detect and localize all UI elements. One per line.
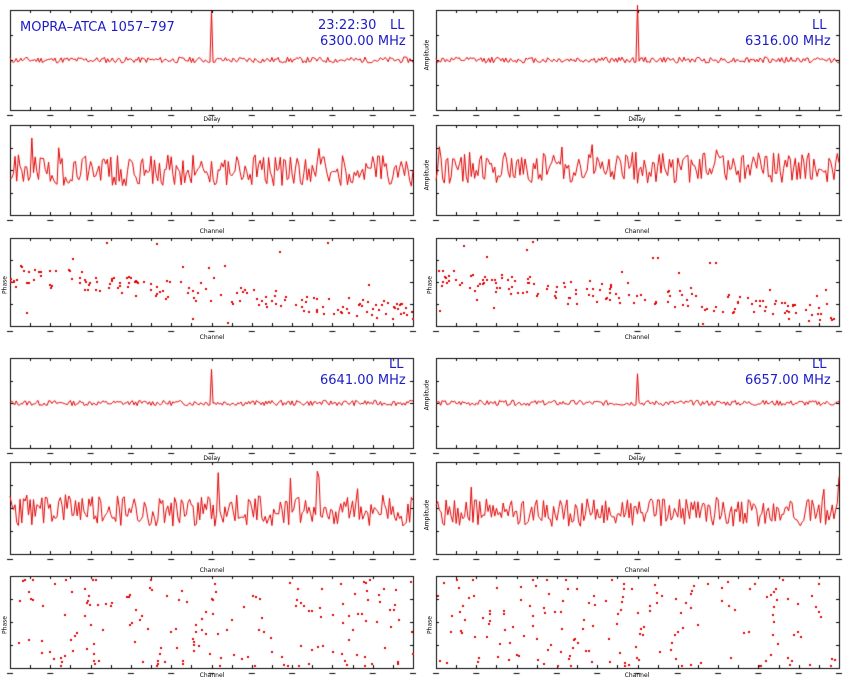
- ylabel-if4-phase: Phase: [426, 616, 434, 634]
- ylabel-if3-phase: Phase: [1, 616, 9, 634]
- xlabel-if3-channel: Channel: [199, 567, 225, 574]
- ylabel-if2-channel: Amplitude: [423, 159, 431, 191]
- ylabel-if4-delay: Amplitude: [423, 379, 431, 411]
- freq-label-if4: 6657.00 MHz: [745, 373, 831, 388]
- pol-label-if4: LL: [812, 357, 827, 372]
- xlabel-if2-channel: Channel: [624, 228, 650, 235]
- pol-label-if3: LL: [389, 357, 404, 372]
- xlabel-if3-phase: Channel: [199, 672, 225, 679]
- xlabel-if1-channel: Channel: [199, 228, 225, 235]
- time-label: 23:22:30: [318, 18, 377, 33]
- xlabel-if4-channel: Channel: [624, 567, 650, 574]
- pol-label-if1: LL: [390, 18, 405, 33]
- freq-label-if3: 6641.00 MHz: [320, 373, 406, 388]
- ylabel-if1-phase: Phase: [1, 276, 9, 294]
- xlabel-if3-delay: Delay: [203, 455, 221, 462]
- pol-label-if2: LL: [812, 18, 827, 33]
- ylabel-if4-channel: Amplitude: [423, 499, 431, 531]
- xlabel-if2-phase: Channel: [624, 334, 650, 341]
- xlabel-if4-phase: Channel: [624, 672, 650, 679]
- xlabel-if1-phase: Channel: [199, 334, 225, 341]
- xlabel-if4-delay: Delay: [628, 455, 646, 462]
- freq-label-if1: 6300.00 MHz: [320, 34, 406, 49]
- ylabel-if2-phase: Phase: [426, 276, 434, 294]
- ylabel-if2-delay: Amplitude: [423, 39, 431, 71]
- xlabel-if1-delay: Delay: [203, 116, 221, 123]
- xlabel-if2-delay: Delay: [628, 116, 646, 123]
- source-title: MOPRA–ATCA 1057–797: [20, 20, 175, 35]
- freq-label-if2: 6316.00 MHz: [745, 34, 831, 49]
